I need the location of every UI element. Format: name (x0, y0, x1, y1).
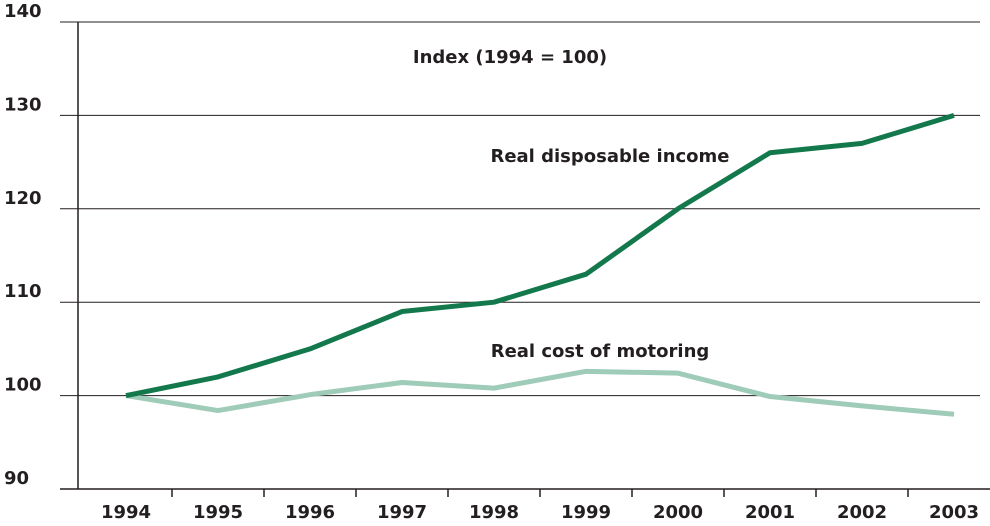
series-line (125, 113, 955, 399)
x-tick-label: 2002 (837, 502, 887, 523)
y-tick-label: 130 (4, 94, 42, 115)
y-tick-label: 100 (4, 375, 42, 396)
x-tick-label: 1994 (101, 502, 151, 523)
annotation: Index (1994 = 100) (413, 47, 607, 68)
x-tick-label: 1996 (285, 502, 335, 523)
y-tick-label: 110 (4, 281, 42, 302)
x-tick-label: 2003 (929, 502, 979, 523)
x-tick-label: 1998 (469, 502, 519, 523)
x-tick-label: 1997 (377, 502, 427, 523)
x-tick-label: 1995 (193, 502, 243, 523)
series-line (125, 368, 955, 417)
series-label: Real disposable income (490, 146, 729, 167)
y-tick-label: 120 (4, 188, 42, 209)
x-tick-label: 1999 (561, 502, 611, 523)
x-tick-label: 2000 (653, 502, 703, 523)
y-tick-label: 90 (4, 468, 29, 489)
y-tick-label: 140 (4, 1, 42, 22)
x-tick-label: 2001 (745, 502, 795, 523)
series-label: Real cost of motoring (491, 341, 710, 362)
